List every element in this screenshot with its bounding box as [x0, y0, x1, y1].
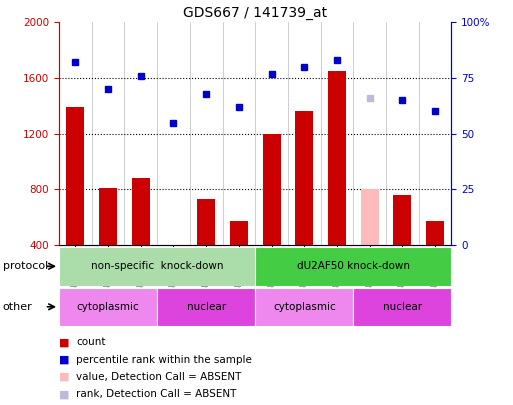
Bar: [426, 222, 444, 245]
Bar: [361, 190, 379, 245]
Bar: [255, 288, 353, 326]
Text: ■: ■: [59, 390, 69, 399]
Bar: [66, 107, 84, 245]
Text: cytoplasmic: cytoplasmic: [76, 302, 140, 312]
Text: value, Detection Call = ABSENT: value, Detection Call = ABSENT: [76, 372, 241, 382]
Text: cytoplasmic: cytoplasmic: [273, 302, 336, 312]
Bar: [197, 199, 215, 245]
Text: ■: ■: [59, 355, 69, 364]
Title: GDS667 / 141739_at: GDS667 / 141739_at: [183, 6, 327, 20]
Bar: [353, 288, 451, 326]
Bar: [132, 178, 150, 245]
Bar: [295, 111, 313, 245]
Text: nuclear: nuclear: [383, 302, 422, 312]
Bar: [230, 222, 248, 245]
Text: dU2AF50 knock-down: dU2AF50 knock-down: [297, 261, 410, 271]
Text: rank, Detection Call = ABSENT: rank, Detection Call = ABSENT: [76, 390, 236, 399]
Bar: [393, 195, 411, 245]
Bar: [255, 247, 451, 286]
Bar: [263, 134, 281, 245]
Text: ■: ■: [59, 372, 69, 382]
Text: nuclear: nuclear: [187, 302, 226, 312]
Bar: [59, 288, 157, 326]
Text: count: count: [76, 337, 106, 347]
Text: other: other: [3, 302, 32, 312]
Text: ■: ■: [59, 337, 69, 347]
Bar: [328, 71, 346, 245]
Bar: [59, 247, 255, 286]
Text: non-specific  knock-down: non-specific knock-down: [91, 261, 223, 271]
Bar: [157, 288, 255, 326]
Text: percentile rank within the sample: percentile rank within the sample: [76, 355, 252, 364]
Text: protocol: protocol: [3, 261, 48, 271]
Bar: [99, 188, 117, 245]
